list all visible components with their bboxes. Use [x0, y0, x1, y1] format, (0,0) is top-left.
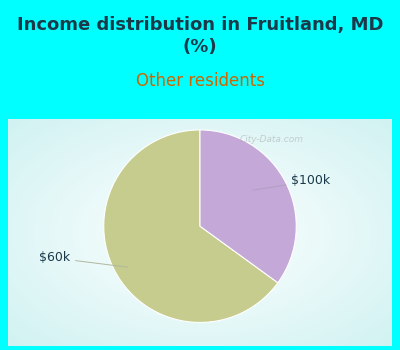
- Wedge shape: [104, 130, 278, 322]
- Text: Income distribution in Fruitland, MD
(%): Income distribution in Fruitland, MD (%): [17, 16, 383, 56]
- Text: City-Data.com: City-Data.com: [240, 135, 304, 145]
- Text: $100k: $100k: [253, 174, 330, 190]
- Text: $60k: $60k: [39, 251, 128, 267]
- Text: Other residents: Other residents: [136, 72, 264, 90]
- Wedge shape: [200, 130, 296, 283]
